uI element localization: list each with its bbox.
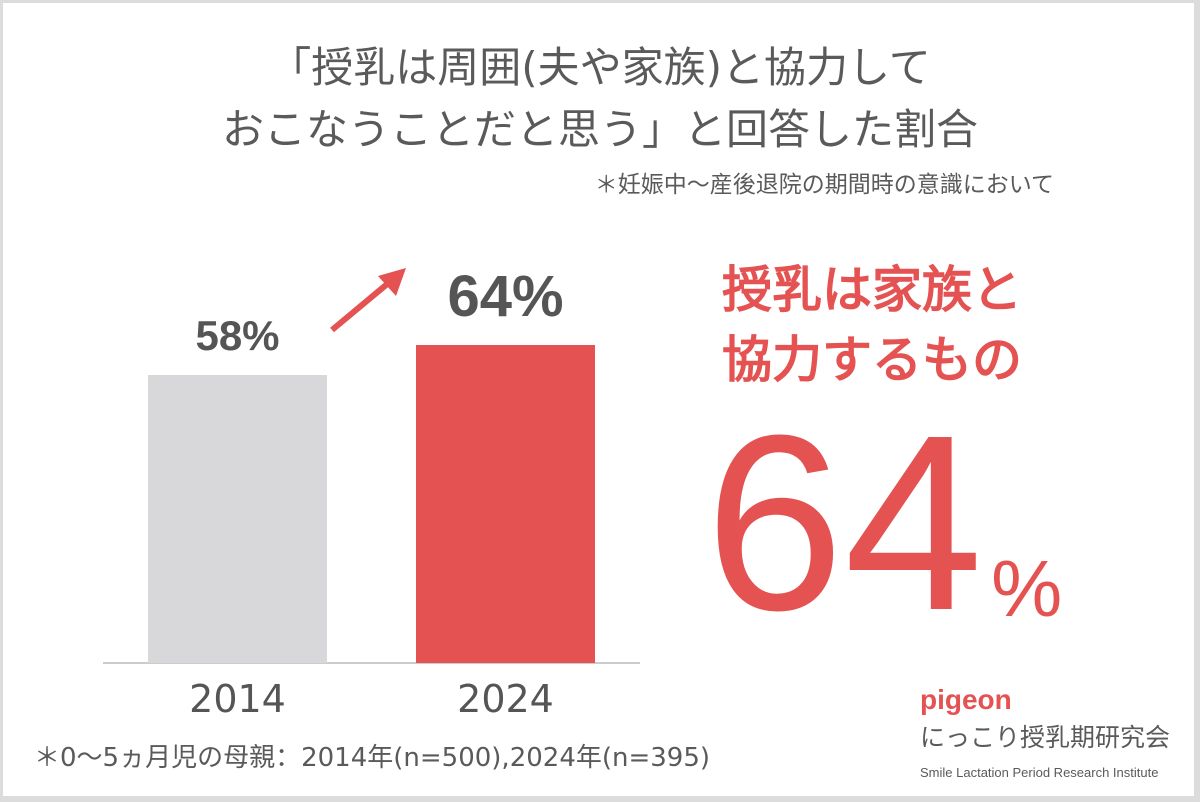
data-label: 58% <box>195 312 280 360</box>
headline-figure: 64 % <box>705 383 1063 662</box>
pigeon-logo: pigeon <box>920 684 1012 715</box>
headline-value: 64 <box>705 383 984 662</box>
headline-line-2: 協力するもの <box>722 331 1022 389</box>
x-tick-label: 2024 <box>457 677 554 721</box>
headline-line-1: 授乳は家族と <box>722 261 1022 319</box>
title-line-1: 「授乳は周囲(夫や家族)と協力して <box>269 43 931 92</box>
headline-unit: % <box>991 544 1063 633</box>
bar-2024 <box>416 344 595 663</box>
footnote: ＊0〜5ヵ月児の母親：2014年(n=500),2024年(n=395) <box>34 743 711 773</box>
org-name-ja: にっこり授乳期研究会 <box>920 723 1171 752</box>
bar-2014 <box>148 374 327 663</box>
data-label: 64% <box>447 264 564 330</box>
title-line-2: おこなうことだと思う」と回答した割合 <box>221 105 978 154</box>
x-axis-line <box>103 662 640 664</box>
org-name-en: Smile Lactation Period Research Institut… <box>920 765 1159 780</box>
x-tick-label: 2014 <box>189 677 286 721</box>
survey-note: ＊妊娠中〜産後退院の期間時の意識において <box>594 172 1054 198</box>
